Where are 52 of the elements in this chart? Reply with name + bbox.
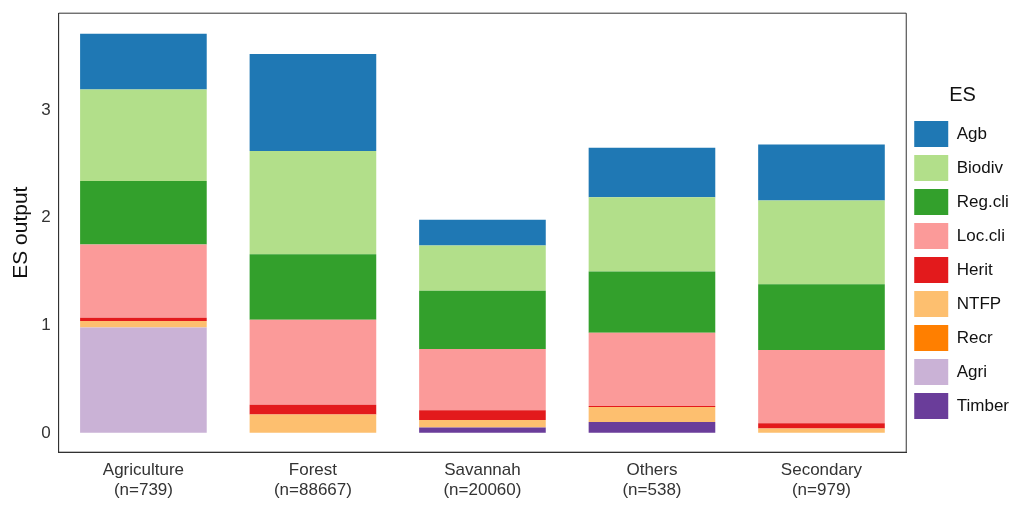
- bar: [419, 410, 546, 420]
- bar: [419, 348, 546, 411]
- y-tick-label: 3: [41, 99, 51, 119]
- legend-label: Timber: [956, 395, 1010, 415]
- legend-label: Biodiv: [956, 157, 1004, 177]
- bar: [80, 89, 207, 182]
- bar: [419, 427, 546, 433]
- bar: [80, 244, 207, 318]
- bar: [758, 349, 885, 424]
- bar: [249, 404, 377, 415]
- y-tick-label: 1: [41, 314, 51, 334]
- x-tick-label: Savannah (n=20060): [443, 460, 522, 500]
- x-tick-label: Secondary (n=979): [780, 460, 863, 500]
- bar: [588, 422, 716, 433]
- legend-label: Agri: [956, 361, 987, 381]
- bar: [758, 200, 885, 285]
- bar: [249, 150, 377, 255]
- bar: [249, 319, 377, 405]
- bar: [249, 54, 377, 151]
- x-tick-label: Forest (n=88667): [273, 460, 352, 500]
- legend-label: Agb: [956, 123, 987, 143]
- bar: [758, 144, 885, 201]
- bar: [758, 428, 885, 433]
- bar: [80, 181, 207, 245]
- bar: [419, 219, 546, 246]
- bar: [249, 254, 377, 320]
- bar: [80, 317, 207, 321]
- y-tick-label: 2: [41, 207, 51, 227]
- bar: [80, 320, 207, 328]
- bar: [80, 327, 207, 433]
- x-tick-label: Agriculture (n=739): [102, 460, 185, 500]
- legend-label: Recr: [956, 327, 993, 347]
- bar: [419, 419, 546, 428]
- legend-title: ES: [949, 82, 976, 105]
- bar: [588, 407, 716, 423]
- bar: [758, 284, 885, 350]
- bar: [758, 423, 885, 429]
- bar: [588, 197, 716, 272]
- bar: [249, 414, 377, 433]
- legend-label: Herit: [956, 259, 993, 279]
- bar: [419, 245, 546, 291]
- bar: [588, 332, 716, 406]
- legend-label: Loc.cli: [956, 225, 1005, 245]
- bar: [80, 33, 207, 90]
- bar: [588, 147, 716, 198]
- y-tick-label: 0: [41, 422, 51, 442]
- legend-label: Reg.cli: [956, 191, 1009, 211]
- y-axis-title: ES output: [8, 186, 32, 279]
- legend-label: NTFP: [956, 293, 1002, 313]
- bar: [419, 290, 546, 349]
- x-tick-label: Others (n=538): [622, 460, 682, 500]
- bar: [588, 271, 716, 333]
